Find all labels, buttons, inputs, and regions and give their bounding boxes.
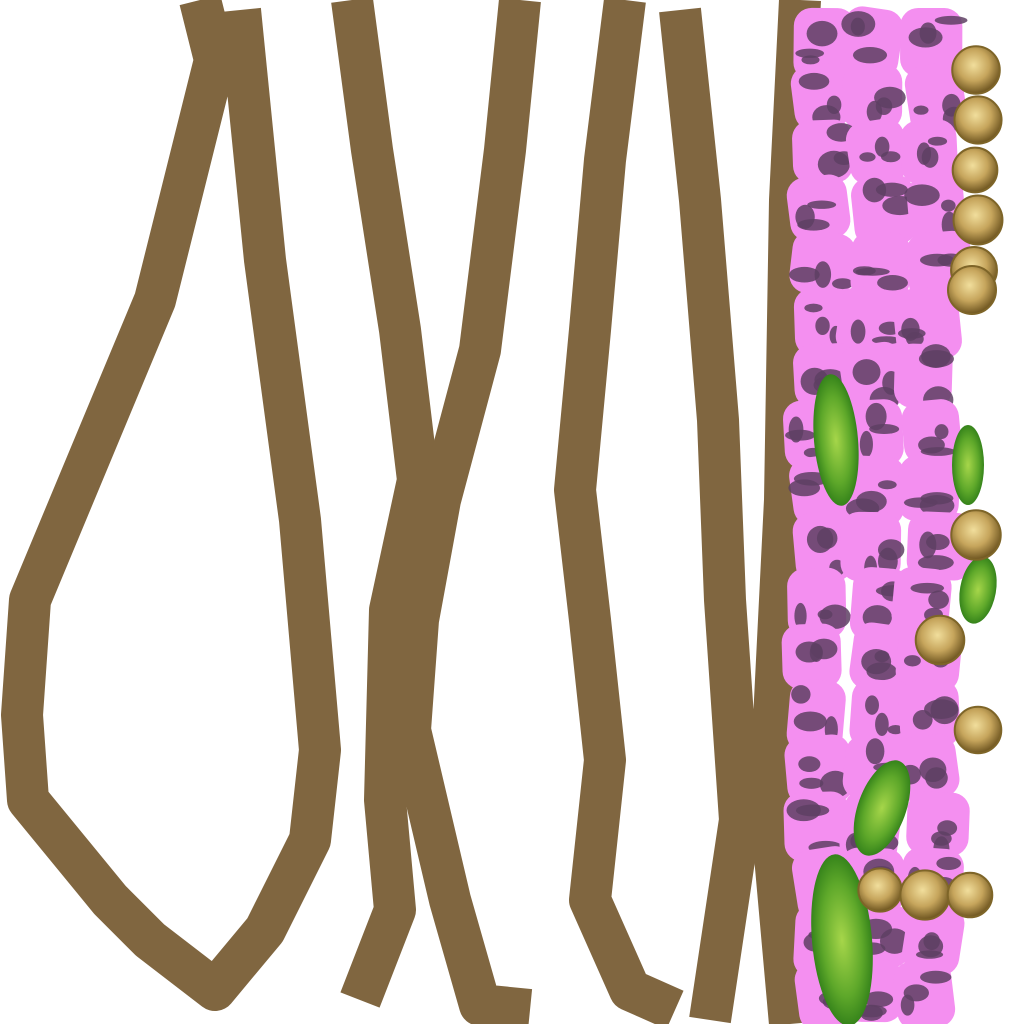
- brown-stroke-5: [680, 10, 740, 1020]
- green-leaf: [952, 425, 984, 505]
- brown-stroke-2: [352, 0, 418, 1000]
- branch-strokes: [22, 0, 800, 1024]
- pink-petal: [787, 229, 857, 299]
- gold-bud: [916, 616, 965, 665]
- gold-bud: [948, 873, 993, 918]
- gold-bud: [953, 148, 998, 193]
- pink-petal: [891, 957, 957, 1024]
- brown-stroke-4: [575, 0, 675, 1010]
- gold-bud: [952, 46, 1000, 94]
- pink-petal: [791, 119, 856, 184]
- gold-bud: [954, 196, 1003, 245]
- gold-bud: [951, 510, 1000, 559]
- brown-stroke-3: [410, 0, 530, 1010]
- gold-bud: [900, 870, 949, 919]
- pink-petal: [843, 64, 906, 130]
- gold-bud: [955, 707, 1002, 754]
- gold-bud: [858, 868, 901, 911]
- gold-bud: [954, 96, 1001, 143]
- gold-bud: [948, 266, 996, 314]
- pink-petal: [899, 119, 959, 185]
- brown-stroke-1: [22, 0, 320, 990]
